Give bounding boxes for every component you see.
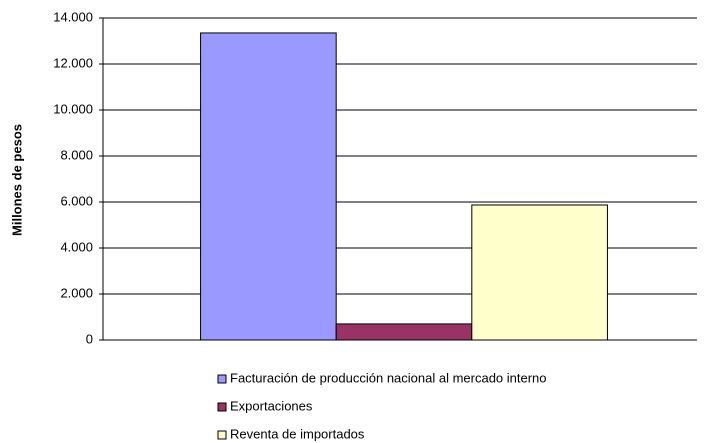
y-tick-label: 6.000 [60, 193, 93, 208]
y-tick-label: 4.000 [60, 239, 93, 254]
legend-swatch [217, 402, 227, 412]
bar [471, 204, 608, 341]
legend-label: Facturación de producción nacional al me… [230, 370, 547, 385]
y-axis-title: Millones de pesos [9, 124, 24, 236]
legend-swatch [217, 374, 227, 384]
bar [335, 323, 473, 341]
legend-swatch [217, 430, 227, 440]
y-tick-label: 12.000 [53, 55, 93, 70]
y-tick-label: 0 [86, 331, 93, 346]
y-tick-label: 10.000 [53, 101, 93, 116]
legend-label: Reventa de importados [230, 426, 365, 441]
legend-label: Exportaciones [230, 398, 313, 413]
y-tick-label: 14.000 [53, 9, 93, 24]
bar [200, 32, 337, 341]
y-tick-label: 8.000 [60, 147, 93, 162]
y-tick-label: 2.000 [60, 285, 93, 300]
